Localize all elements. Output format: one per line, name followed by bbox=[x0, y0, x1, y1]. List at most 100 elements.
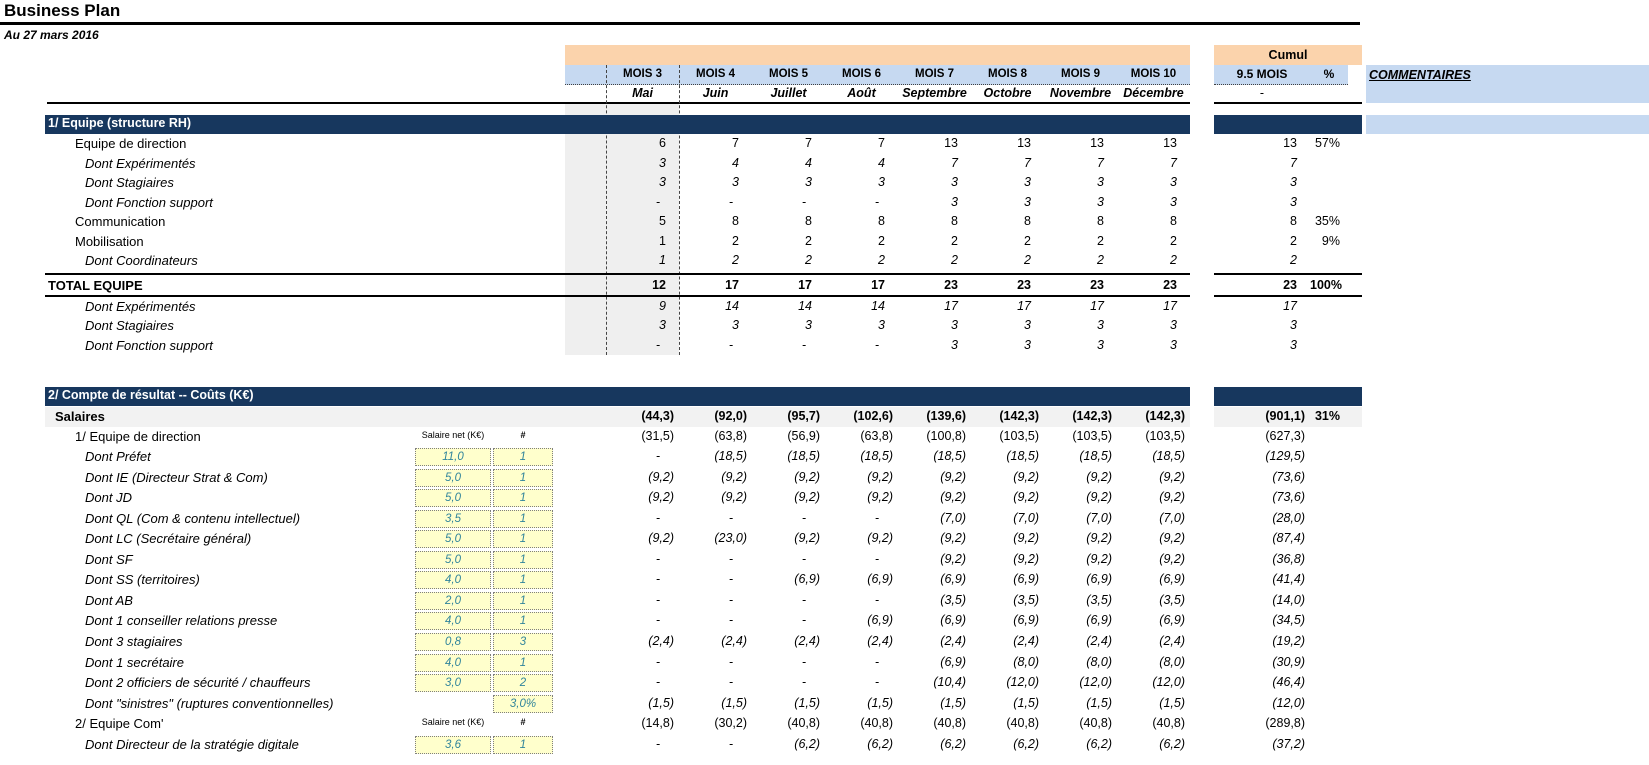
section2-bar: 2/ Compte de résultat -- Coûts (K€) bbox=[45, 387, 1190, 406]
salary-input[interactable]: 3,0 bbox=[415, 674, 491, 693]
cell-mois-5: (95,7) bbox=[787, 408, 820, 423]
salary-input[interactable]: 0,8 bbox=[415, 633, 491, 651]
month-name-header: Décembre bbox=[1123, 86, 1184, 100]
count-input[interactable]: 1 bbox=[493, 489, 553, 508]
header-band-orange bbox=[565, 45, 1190, 65]
report-date: Au 27 mars 2016 bbox=[4, 28, 99, 42]
cell-mois-5: (56,9) bbox=[787, 428, 820, 443]
cell-mois-5: (2,4) bbox=[794, 634, 820, 648]
cumul-header-band: 9.5 MOIS % bbox=[1214, 65, 1348, 85]
cell-mois-6: 7 bbox=[878, 136, 885, 150]
row-label: Dont AB bbox=[85, 592, 133, 608]
cell-mois-6: (63,8) bbox=[860, 428, 893, 443]
cell-mois-10: (6,2) bbox=[1159, 736, 1185, 751]
count-input[interactable]: 1 bbox=[493, 530, 553, 549]
count-input[interactable]: 1 bbox=[493, 735, 553, 754]
cell-mois-6: 2 bbox=[878, 253, 885, 267]
row-label: Dont LC (Secrétaire général) bbox=[85, 531, 252, 547]
cell-mois-7: (6,9) bbox=[940, 613, 966, 628]
salary-input[interactable]: 5,0 bbox=[415, 468, 491, 487]
count-input[interactable]: 1 bbox=[493, 509, 553, 528]
cell-mois-6: (40,8) bbox=[860, 716, 893, 731]
cell-mois-6: - bbox=[874, 675, 879, 690]
count-input[interactable]: 3,0% bbox=[493, 694, 553, 713]
cell-mois-6: - bbox=[874, 194, 879, 209]
cumul-cell: (12,0) bbox=[1272, 695, 1305, 710]
table-row: Dont Stagiaires 3 3 3 3 3 3 3 3 3 bbox=[0, 316, 1649, 336]
salary-input[interactable]: 3,6 bbox=[415, 735, 491, 754]
row-shading-cumul bbox=[1214, 406, 1362, 427]
count-input[interactable]: 1 bbox=[493, 448, 553, 467]
header-rule-cumul bbox=[1214, 101, 1362, 104]
row-label: Dont QL (Com & contenu intellectuel) bbox=[85, 510, 301, 526]
cell-mois-9: (2,4) bbox=[1086, 634, 1112, 648]
month-name-header: Juin bbox=[702, 86, 729, 100]
table-row: Dont SF 5,0 1 - - - - (9,2) (9,2) (9,2) (9,2) (36,8… bbox=[0, 550, 1649, 571]
salary-input[interactable]: 5,0 bbox=[415, 550, 491, 569]
cell-mois-10: (9,2) bbox=[1159, 551, 1185, 566]
count-input[interactable]: 2 bbox=[493, 674, 553, 693]
cell-mois-5: - bbox=[801, 592, 806, 607]
cumul-cell: 2 bbox=[1290, 253, 1297, 267]
cell-mois-4: 14 bbox=[725, 298, 739, 313]
month-code-band: MOIS 3 MOIS 4 MOIS 5 MOIS 6 MOIS 7 MOIS 8 MOIS… bbox=[565, 65, 1190, 85]
cell-mois-7: 17 bbox=[944, 298, 958, 313]
cumul-cell: 23 bbox=[1283, 277, 1297, 292]
cell-mois-3: 12 bbox=[652, 277, 666, 292]
row-label: Dont Fonction support bbox=[85, 194, 213, 210]
cell-mois-3: - bbox=[655, 654, 660, 669]
cell-mois-8: 23 bbox=[1017, 277, 1031, 292]
cell-mois-5: 7 bbox=[805, 136, 812, 150]
table-row: Dont Fonction support - - - - 3 3 3 3 3 bbox=[0, 336, 1649, 356]
cell-mois-10: 2 bbox=[1170, 253, 1177, 267]
table-row: Mobilisation 1 2 2 2 2 2 2 2 2 9% bbox=[0, 232, 1649, 252]
cell-mois-4: (92,0) bbox=[714, 408, 747, 423]
salary-input[interactable]: 4,0 bbox=[415, 612, 491, 631]
count-input[interactable]: 1 bbox=[493, 571, 553, 590]
cell-mois-8: (40,8) bbox=[1006, 716, 1039, 731]
column-dashed-divider bbox=[679, 65, 680, 355]
cell-mois-4: - bbox=[728, 572, 733, 587]
percent-cell: 57% bbox=[1314, 136, 1340, 150]
percent-cell: 100% bbox=[1310, 277, 1342, 292]
salary-input[interactable]: 3,5 bbox=[415, 509, 491, 528]
cell-mois-10: 3 bbox=[1170, 337, 1177, 352]
total-bottom-rule-cumul bbox=[1214, 295, 1362, 297]
cell-mois-8: (7,0) bbox=[1013, 510, 1039, 525]
salary-input[interactable]: 4,0 bbox=[415, 571, 491, 590]
cell-mois-5: - bbox=[801, 337, 806, 352]
cell-mois-9: (9,2) bbox=[1086, 469, 1112, 484]
cell-mois-4: 3 bbox=[732, 175, 739, 189]
cell-mois-6: 8 bbox=[878, 214, 885, 228]
cell-mois-7: 3 bbox=[951, 175, 958, 189]
cumul-column-header: 9.5 MOIS bbox=[1236, 67, 1288, 81]
salary-input[interactable]: 4,0 bbox=[415, 653, 491, 672]
salary-input[interactable]: 5,0 bbox=[415, 489, 491, 508]
month-code-header: MOIS 7 bbox=[915, 68, 954, 80]
cell-mois-9: (3,5) bbox=[1086, 592, 1112, 607]
cell-mois-9: (9,2) bbox=[1086, 490, 1112, 505]
row-label: Salaires bbox=[55, 408, 105, 424]
month-name-header: Octobre bbox=[983, 86, 1032, 100]
count-input[interactable]: 1 bbox=[493, 591, 553, 610]
cell-mois-3: (44,3) bbox=[641, 408, 674, 423]
cell-mois-5: 3 bbox=[805, 318, 812, 332]
count-input[interactable]: 1 bbox=[493, 612, 553, 631]
salary-input[interactable]: 2,0 bbox=[415, 591, 491, 610]
cumul-band: Cumul bbox=[1214, 45, 1362, 65]
cell-mois-4: 7 bbox=[732, 136, 739, 150]
count-input[interactable]: 1 bbox=[493, 468, 553, 487]
cell-mois-9: (7,0) bbox=[1086, 510, 1112, 525]
cell-mois-9: 13 bbox=[1090, 136, 1104, 150]
cell-mois-8: (18,5) bbox=[1006, 449, 1039, 464]
month-code-header: MOIS 3 bbox=[623, 68, 662, 80]
salary-input[interactable]: 5,0 bbox=[415, 530, 491, 549]
month-name-header: Mai bbox=[632, 86, 653, 100]
row-label: Dont Expérimentés bbox=[85, 155, 196, 171]
count-input[interactable]: 1 bbox=[493, 550, 553, 569]
salary-input[interactable]: 11,0 bbox=[415, 448, 491, 467]
month-name-header: Juillet bbox=[770, 86, 807, 100]
row-label: Dont IE (Directeur Strat & Com) bbox=[85, 469, 268, 485]
count-input[interactable]: 1 bbox=[493, 653, 553, 672]
count-input[interactable]: 3 bbox=[493, 633, 553, 651]
